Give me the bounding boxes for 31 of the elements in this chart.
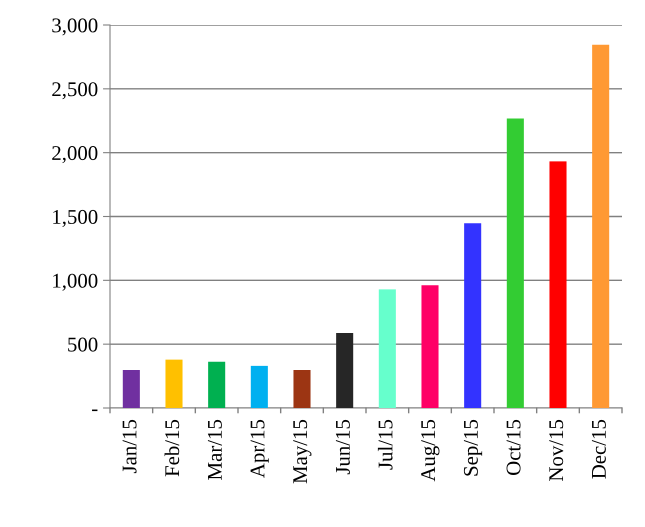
x-tick-label: Sep/15 — [464, 420, 482, 476]
bar — [464, 223, 482, 408]
bar — [506, 118, 524, 408]
y-tick-label: 2,500 — [52, 82, 98, 100]
bar — [549, 161, 567, 408]
bar — [378, 289, 396, 408]
y-tick-label: 3,000 — [52, 18, 98, 36]
x-tick-label: Jan/15 — [122, 420, 137, 474]
x-tick-label: Apr/15 — [250, 420, 269, 478]
y-tick-label: - — [92, 410, 98, 412]
y-tick-label: 500 — [68, 338, 98, 352]
bar — [421, 285, 439, 408]
bar — [165, 360, 183, 408]
x-tick-label: Dec/15 — [592, 420, 606, 479]
x-tick-label: Oct/15 — [506, 420, 521, 475]
bar — [336, 333, 354, 408]
y-tick-label: 1,500 — [53, 210, 98, 227]
x-tick-label: Aug/15 — [421, 420, 440, 482]
y-tick-label: 1,000 — [53, 274, 98, 291]
x-tick-label: Jul/15 — [378, 420, 393, 470]
bar — [208, 362, 226, 408]
x-tick-label: Mar/15 — [208, 420, 222, 480]
bar — [250, 366, 268, 408]
x-tick-label: Nov/15 — [549, 420, 564, 482]
x-tick-label: Jun/15 — [336, 420, 350, 474]
x-tick-label: May/15 — [293, 420, 312, 484]
bar — [592, 44, 610, 408]
bar — [122, 370, 140, 408]
x-tick-label: Feb/15 — [164, 420, 180, 476]
bar — [293, 370, 311, 408]
y-tick-label: 2,000 — [52, 146, 98, 164]
